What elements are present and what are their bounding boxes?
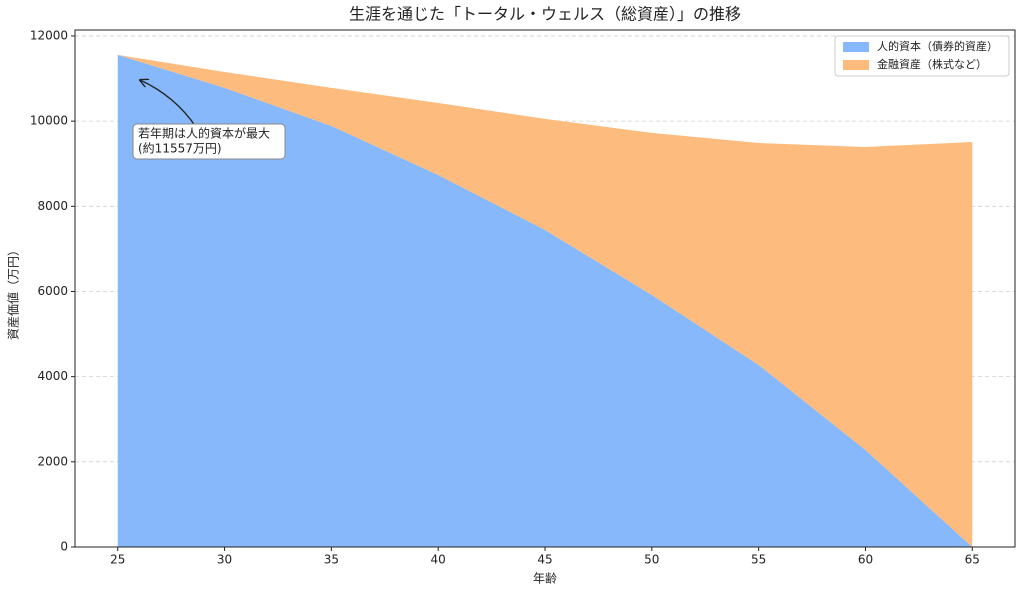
legend-label: 人的資本（債券的資産） [877,39,998,53]
annotation-arrow [140,80,197,128]
y-tick-label: 4000 [37,369,68,383]
legend-box [834,35,1010,77]
x-tick-label: 40 [431,553,446,567]
x-axis-label: 年齢 [533,571,557,586]
chart-title: 生涯を通じた「トータル・ウェルス（総資産）」の推移 [349,5,741,24]
x-tick-label: 30 [217,553,232,567]
x-tick-label: 65 [965,553,980,567]
y-tick-label: 2000 [37,454,68,468]
x-tick-label: 45 [537,553,552,567]
y-tick-label: 6000 [37,284,68,298]
y-tick-label: 0 [60,540,68,554]
x-tick-label: 25 [110,553,125,567]
legend-swatch [843,42,869,52]
y-axis-label: 資産価値（万円） [6,244,21,340]
legend-swatch [843,60,869,70]
area [117,54,973,548]
x-tick-label: 55 [751,553,766,567]
legend-label: 金融資産（株式など） [877,57,987,71]
legend: 人的資本（債券的資産） 金融資産（株式など） [834,35,1010,77]
annotation-text: (約11557万円) [138,141,222,156]
axes-frame [74,29,1016,548]
annotation-text: 若年期は人的資本が最大 [138,126,270,141]
x-tick-label: 60 [858,553,873,567]
annotation-box [132,123,286,160]
area [117,54,973,548]
y-tick-label: 12000 [30,28,68,42]
x-tick-label: 50 [644,553,659,567]
y-tick-label: 8000 [37,199,68,213]
y-tick-label: 10000 [30,114,68,128]
x-tick-label: 35 [324,553,339,567]
